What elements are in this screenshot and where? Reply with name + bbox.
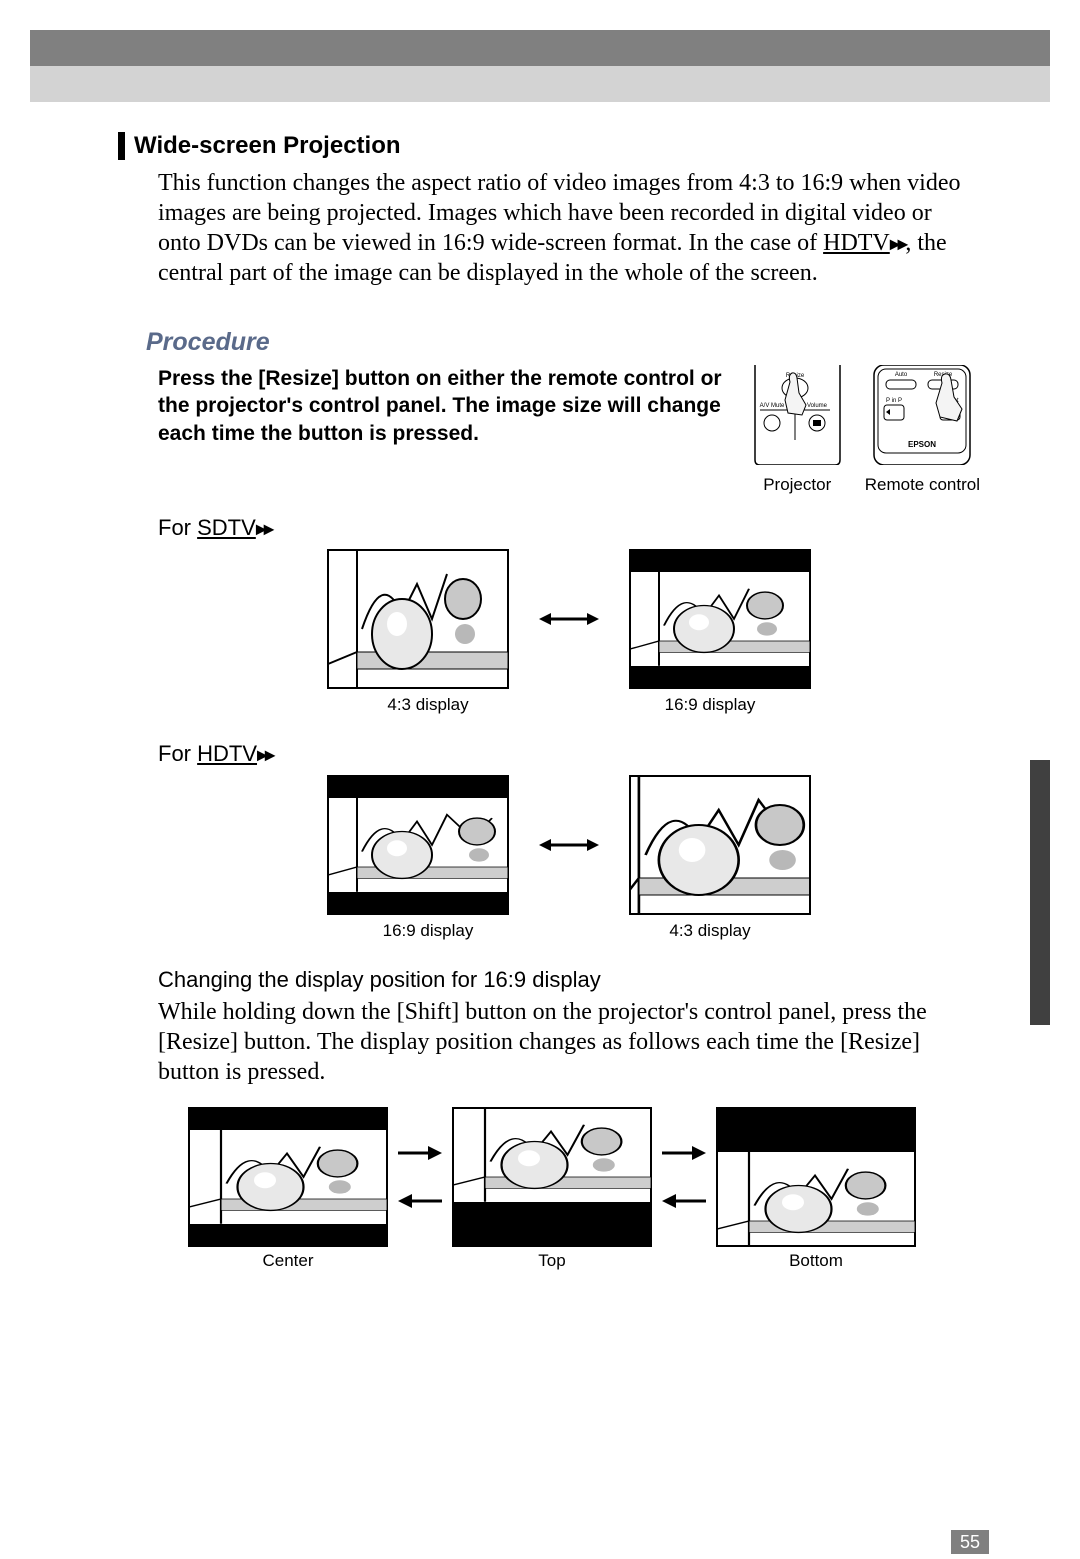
sdtv-term: SDTV [197, 515, 256, 540]
position-heading: Changing the display position for 16:9 d… [118, 967, 980, 993]
glossary-icon: ▶▶ [890, 236, 906, 252]
top-light-band [30, 66, 1050, 102]
svg-text:EPSON: EPSON [908, 440, 936, 449]
svg-text:Auto: Auto [895, 372, 908, 378]
position-text: While holding down the [Shift] button on… [118, 997, 980, 1087]
double-arrow-icon [539, 835, 599, 855]
hdtv-row [118, 775, 980, 915]
arrow-right-icon [398, 1144, 442, 1162]
hdtv-4-3 [629, 775, 811, 915]
glossary-icon: ▶▶ [256, 521, 272, 537]
sdtv-left-caption: 4:3 display [337, 695, 519, 715]
svg-text:P in P: P in P [886, 398, 902, 404]
position-top [452, 1107, 652, 1247]
svg-text:A/V Mute: A/V Mute [759, 403, 784, 409]
side-tab [1030, 760, 1050, 1025]
svg-text:Volume: Volume [807, 403, 828, 409]
sdtv-row [118, 549, 980, 689]
pos-top-caption: Top [452, 1251, 652, 1271]
section-title: Wide-screen Projection [118, 132, 980, 160]
hdtv-pre: For [158, 741, 197, 766]
position-bottom [716, 1107, 916, 1247]
sdtv-right-caption: 16:9 display [619, 695, 801, 715]
arrow-right-icon [662, 1144, 706, 1162]
for-hdtv-label: For HDTV▶▶ [118, 741, 980, 767]
for-sdtv-label: For SDTV▶▶ [118, 515, 980, 541]
pos-center-caption: Center [188, 1251, 388, 1271]
arrow-left-icon [398, 1192, 442, 1210]
position-row [118, 1107, 980, 1247]
top-gray-banner [30, 30, 1050, 66]
projector-diagram: Resize A/V Mute Volume Projector [750, 365, 845, 495]
glossary-icon: ▶▶ [257, 747, 273, 763]
projector-label: Projector [763, 475, 831, 495]
pos-bottom-caption: Bottom [716, 1251, 916, 1271]
sdtv-16-9 [629, 549, 811, 689]
page-number: 55 [951, 1530, 989, 1554]
hdtv-right-caption: 4:3 display [619, 921, 801, 941]
procedure-label: Procedure [118, 328, 980, 357]
remote-diagram: Auto Resize P in P Preset EPSON Remote c… [865, 365, 980, 495]
hdtv-term: HDTV [823, 230, 890, 256]
hdtv-16-9 [327, 775, 509, 915]
arrow-left-icon [662, 1192, 706, 1210]
double-arrow-icon [539, 609, 599, 629]
procedure-instruction: Press the [Resize] button on either the … [158, 365, 730, 495]
sdtv-pre: For [158, 515, 197, 540]
sdtv-4-3 [327, 549, 509, 689]
intro-paragraph: This function changes the aspect ratio o… [118, 168, 980, 288]
position-center [188, 1107, 388, 1247]
hdtv-term: HDTV [197, 741, 257, 766]
remote-label: Remote control [865, 475, 980, 495]
hdtv-left-caption: 16:9 display [337, 921, 519, 941]
